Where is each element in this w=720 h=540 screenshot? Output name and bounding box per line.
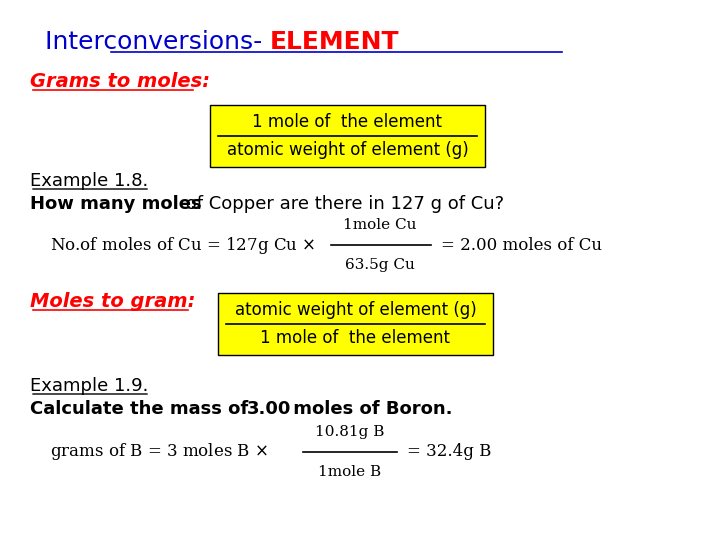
Text: 10.81g B: 10.81g B [315,425,384,439]
Text: 1mole Cu: 1mole Cu [343,218,417,232]
Text: Example 1.9.: Example 1.9. [30,377,148,395]
Text: How many moles: How many moles [30,195,202,213]
Text: of Copper are there in 127 g of Cu?: of Copper are there in 127 g of Cu? [180,195,504,213]
Text: Calculate the mass of: Calculate the mass of [30,400,254,418]
Text: 1 mole of  the element: 1 mole of the element [253,113,443,131]
FancyBboxPatch shape [210,105,485,167]
Text: grams of B = 3 moles B $\times$: grams of B = 3 moles B $\times$ [50,442,268,462]
Text: 1 mole of  the element: 1 mole of the element [261,329,451,347]
FancyBboxPatch shape [218,293,493,355]
Text: = 2.00 moles of Cu: = 2.00 moles of Cu [441,237,602,253]
Text: Interconversions-: Interconversions- [45,30,270,54]
Text: = 32.4g B: = 32.4g B [407,443,491,461]
Text: Grams to moles:: Grams to moles: [30,72,210,91]
Text: 3.00: 3.00 [247,400,292,418]
Text: Moles to gram:: Moles to gram: [30,292,195,311]
Text: 1mole B: 1mole B [318,465,382,479]
Text: ELEMENT: ELEMENT [270,30,400,54]
Text: moles of Boron.: moles of Boron. [287,400,452,418]
Text: 63.5g Cu: 63.5g Cu [345,258,415,272]
Text: No.of moles of Cu = 127g Cu $\times$: No.of moles of Cu = 127g Cu $\times$ [50,234,315,255]
Text: atomic weight of element (g): atomic weight of element (g) [235,301,477,319]
Text: atomic weight of element (g): atomic weight of element (g) [227,141,469,159]
Text: Example 1.8.: Example 1.8. [30,172,148,190]
